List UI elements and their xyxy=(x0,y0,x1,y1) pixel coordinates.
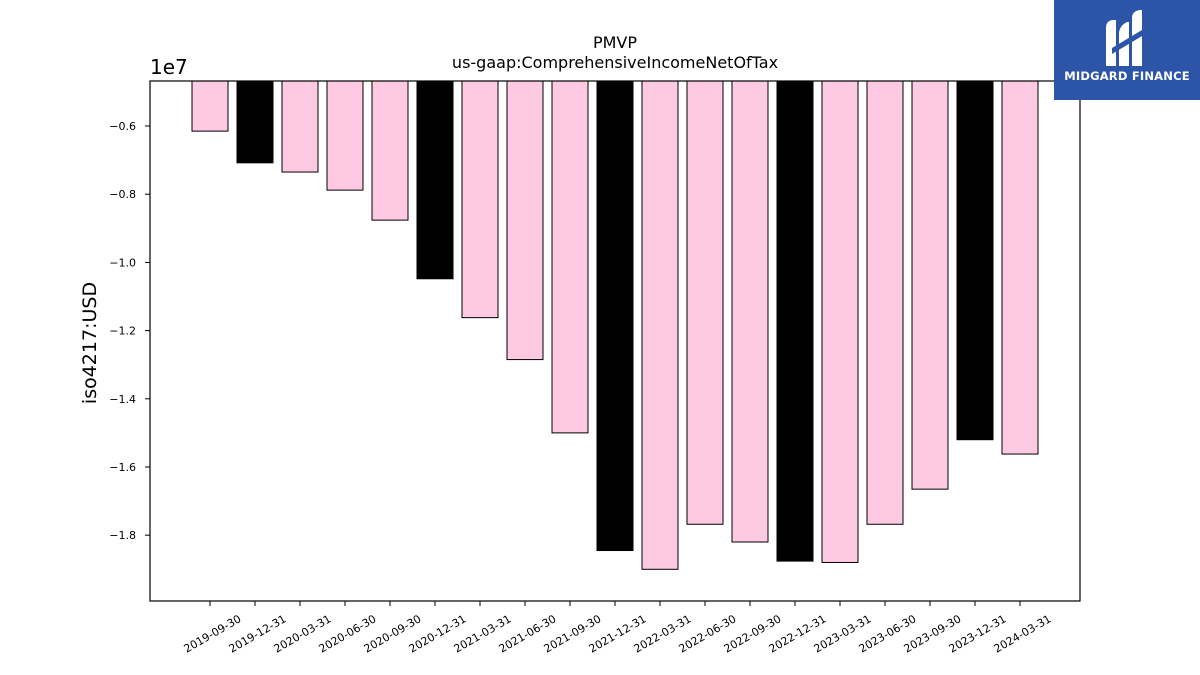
bar-2020-03-31 xyxy=(281,80,319,173)
bar-2023-06-30 xyxy=(866,80,904,525)
bar-2023-09-30 xyxy=(911,80,949,490)
y-tick-label: −1.4 xyxy=(109,393,136,406)
bar-2020-06-30 xyxy=(326,80,364,191)
bar-2021-09-30 xyxy=(551,80,589,434)
bar-2020-12-31 xyxy=(416,80,454,280)
chart-title: PMVP xyxy=(593,33,637,52)
y-tick-label: −1.6 xyxy=(109,461,136,474)
brand-logo: MIDGARD FINANCE xyxy=(1054,0,1200,100)
brand-name: MIDGARD FINANCE xyxy=(1064,69,1190,83)
bar-2024-03-31 xyxy=(1001,80,1039,455)
bar-2021-03-31 xyxy=(461,80,499,319)
y-tick-label: −0.8 xyxy=(109,188,136,201)
y-tick-label: −1.8 xyxy=(109,529,136,542)
bar-2021-12-31 xyxy=(596,80,634,552)
bar-2022-06-30 xyxy=(686,80,724,525)
y-axis-label: iso4217:USD xyxy=(79,282,101,404)
bar-2022-12-31 xyxy=(776,80,814,562)
midgard-logo-icon xyxy=(1106,10,1142,66)
y-tick-label: −1.2 xyxy=(109,325,136,338)
bar-2020-09-30 xyxy=(371,80,409,221)
bar-2022-03-31 xyxy=(641,80,679,570)
bar-2021-06-30 xyxy=(506,80,544,361)
plot-area-frame xyxy=(149,80,1081,602)
y-tick-label: −0.6 xyxy=(109,120,136,133)
bar-2023-03-31 xyxy=(821,80,859,563)
bar-2019-12-31 xyxy=(236,80,274,164)
bar-2022-09-30 xyxy=(731,80,769,543)
chart-subtitle: us-gaap:ComprehensiveIncomeNetOfTax xyxy=(452,53,778,72)
y-axis-offset-label: 1e7 xyxy=(150,55,188,79)
bar-2019-09-30 xyxy=(191,80,229,132)
y-tick-label: −1.0 xyxy=(109,256,136,269)
bar-2023-12-31 xyxy=(956,80,994,441)
